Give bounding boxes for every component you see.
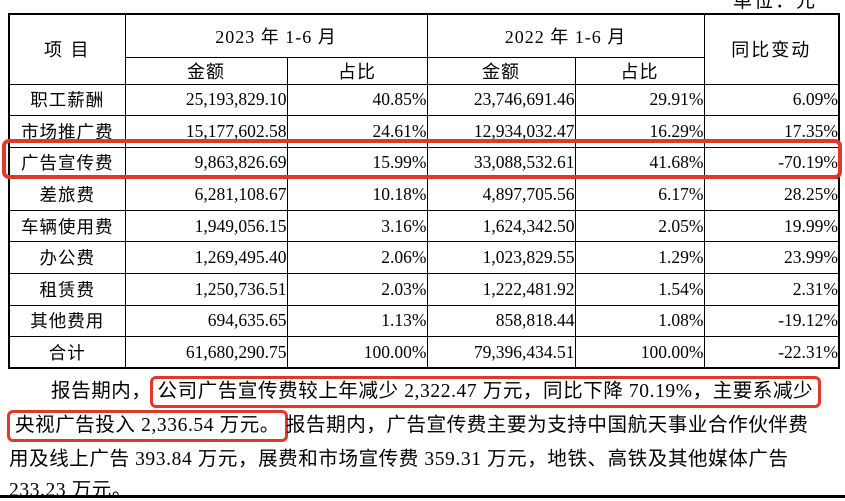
cell-amount-2023: 6,281,108.67 (124, 178, 288, 211)
cell-ratio-2022: 100.00% (574, 336, 705, 369)
cell-ratio-2023: 100.00% (286, 336, 428, 369)
table-row-ad-expense: 广告宣传费 9,863,826.69 15.99% 33,088,532.61 … (8, 146, 840, 180)
table-row: 车辆使用费 1,949,056.15 3.16% 1,624,342.50 2.… (8, 209, 840, 243)
cell-amount-2022: 33,088,532.61 (426, 146, 576, 180)
table-row: 差旅费 6,281,108.67 10.18% 4,897,705.56 6.1… (8, 178, 840, 211)
cell-yoy: 6.09% (703, 83, 840, 117)
table-header-row-1: 项 目 2023 年 1-6 月 2022 年 1-6 月 同比变动 (8, 13, 840, 85)
cell-amount-2022: 1,222,481.92 (426, 273, 576, 306)
header-period-2023: 2023 年 1-6 月 (124, 13, 428, 58)
cell-yoy: 19.99% (703, 209, 840, 243)
cell-ratio-2023: 2.06% (286, 241, 428, 275)
header-period-2022: 2022 年 1-6 月 (426, 13, 705, 58)
cell-ratio-2023: 15.99% (286, 146, 428, 180)
cell-item: 其他费用 (8, 304, 126, 338)
bottom-divider (0, 495, 845, 498)
paragraph-line-3: 用及线上广告 393.84 万元，展费和市场宣传费 359.31 万元，地铁、高… (9, 443, 841, 476)
table-row: 职工薪酬 25,193,829.10 40.85% 23,746,691.46 … (8, 83, 840, 117)
cell-ratio-2022: 16.29% (574, 115, 705, 148)
cell-ratio-2022: 1.29% (574, 241, 705, 275)
cell-amount-2022: 4,897,705.56 (426, 178, 576, 211)
cell-amount-2023: 1,269,495.40 (124, 241, 288, 275)
cell-item: 市场推广费 (8, 115, 126, 148)
paragraph-lead: 报告期内， (51, 381, 152, 402)
cell-ratio-2023: 3.16% (286, 209, 428, 243)
cell-yoy: 2.31% (703, 273, 840, 306)
cell-yoy: -22.31% (703, 336, 840, 369)
paragraph-line-3-text: 用及线上广告 393.84 万元，展费和市场宣传费 359.31 万元，地铁、高… (9, 449, 789, 470)
table-row: 租赁费 1,250,736.51 2.03% 1,222,481.92 1.54… (8, 273, 840, 306)
cell-amount-2023: 15,177,602.58 (124, 115, 288, 148)
cell-ratio-2022: 29.91% (574, 83, 705, 117)
cell-ratio-2023: 24.61% (286, 115, 428, 148)
expense-table: 项 目 2023 年 1-6 月 2022 年 1-6 月 同比变动 金额 占比… (8, 13, 840, 370)
cell-item: 车辆使用费 (8, 209, 126, 243)
cell-ratio-2022: 1.08% (574, 304, 705, 338)
cell-amount-2023: 694,635.65 (124, 304, 288, 338)
cell-yoy: 23.99% (703, 241, 840, 275)
table-header-row-2: 金额 占比 金额 占比 (9, 56, 839, 85)
cell-item: 办公费 (8, 241, 126, 275)
red-annotation-box-paragraph-1: 公司广告宣传费较上年减少 2,322.47 万元，同比下降 70.19%，主要系… (149, 376, 822, 408)
table-row-total: 合计 61,680,290.75 100.00% 79,396,434.51 1… (8, 336, 840, 369)
cell-amount-2022: 79,396,434.51 (426, 336, 576, 369)
cell-item: 职工薪酬 (8, 83, 126, 117)
cell-item: 合计 (8, 336, 126, 369)
table-row: 市场推广费 15,177,602.58 24.61% 12,934,032.47… (8, 115, 840, 148)
cell-amount-2023: 1,250,736.51 (124, 273, 288, 306)
paragraph-line-2-text: 报告期内，广告宣传费主要为支持中国航天事业合作伙伴费 (285, 415, 809, 436)
cell-yoy: -19.12% (703, 304, 840, 338)
table-row: 其他费用 694,635.65 1.13% 858,818.44 1.08% -… (8, 304, 840, 338)
header-ratio-2022: 占比 (574, 56, 705, 85)
cell-yoy: -70.19% (703, 146, 840, 180)
cell-ratio-2022: 2.05% (574, 209, 705, 243)
cell-ratio-2022: 6.17% (574, 178, 705, 211)
cell-amount-2022: 1,624,342.50 (426, 209, 576, 243)
red-annotation-box-paragraph-2: 央视广告投入 2,336.54 万元。 (7, 410, 288, 442)
header-item: 项 目 (8, 13, 126, 85)
header-amount-2022: 金额 (426, 56, 576, 85)
header-amount-2023: 金额 (124, 56, 288, 85)
cell-amount-2023: 25,193,829.10 (124, 83, 288, 117)
cell-amount-2022: 23,746,691.46 (426, 83, 576, 117)
cell-amount-2022: 858,818.44 (426, 304, 576, 338)
cell-item: 广告宣传费 (8, 146, 126, 180)
unit-label: 单位：元 (732, 0, 817, 12)
cell-yoy: 17.35% (703, 115, 840, 148)
cell-ratio-2023: 1.13% (286, 304, 428, 338)
cell-item: 差旅费 (8, 178, 126, 211)
cell-yoy: 28.25% (703, 178, 840, 211)
cell-ratio-2023: 40.85% (286, 83, 428, 117)
header-ratio-2023: 占比 (286, 56, 428, 85)
cell-ratio-2023: 10.18% (286, 178, 428, 211)
cell-amount-2023: 61,680,290.75 (124, 336, 288, 369)
cell-amount-2023: 1,949,056.15 (124, 209, 288, 243)
cell-ratio-2023: 2.03% (286, 273, 428, 306)
cell-amount-2022: 1,023,829.55 (426, 241, 576, 275)
cell-item: 租赁费 (8, 273, 126, 306)
paragraph-line-1: 报告期内， 公司广告宣传费较上年减少 2,322.47 万元，同比下降 70.19… (9, 375, 841, 408)
table-row: 办公费 1,269,495.40 2.06% 1,023,829.55 1.29… (8, 241, 840, 275)
paragraph-line-2: 央视广告投入 2,336.54 万元。 报告期内，广告宣传费主要为支持中国航天事业… (7, 409, 841, 442)
header-yoy: 同比变动 (703, 13, 840, 85)
cell-amount-2022: 12,934,032.47 (426, 115, 576, 148)
cell-amount-2023: 9,863,826.69 (124, 146, 288, 180)
cell-ratio-2022: 41.68% (574, 146, 705, 180)
cell-ratio-2022: 1.54% (574, 273, 705, 306)
